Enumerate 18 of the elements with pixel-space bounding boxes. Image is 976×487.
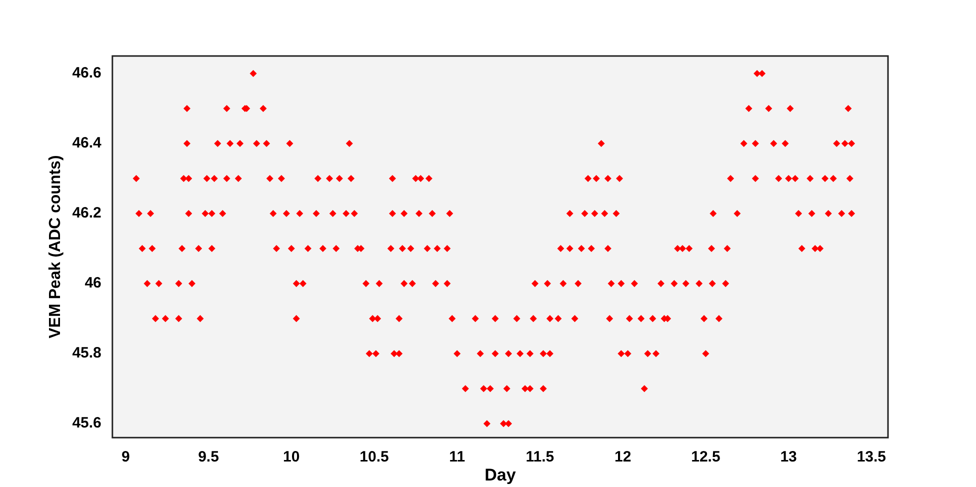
y-tick-label: 46: [84, 274, 102, 292]
y-axis-title: VEM Peak (ADC counts): [47, 155, 64, 338]
x-tick-label: 10.5: [360, 448, 389, 466]
x-tick-label: 9.5: [198, 448, 219, 466]
x-tick-label: 9: [121, 448, 130, 466]
x-tick-label: 11.5: [526, 448, 554, 466]
y-tick-label: 46.4: [72, 134, 102, 152]
x-tick-label: 13.5: [856, 448, 886, 466]
x-tick-label: 12: [614, 448, 632, 466]
y-tick-label: 46.2: [72, 204, 102, 222]
x-axis-title: Day: [484, 465, 516, 484]
x-tick-label: 12.5: [691, 448, 720, 466]
y-tick-label: 45.6: [72, 414, 102, 432]
x-tick-label: 13: [780, 448, 797, 466]
y-tick-label: 46.6: [72, 64, 102, 82]
y-tick-label: 45.8: [72, 344, 102, 362]
x-tick-label: 11: [449, 448, 466, 466]
x-tick-label: 10: [283, 448, 300, 466]
